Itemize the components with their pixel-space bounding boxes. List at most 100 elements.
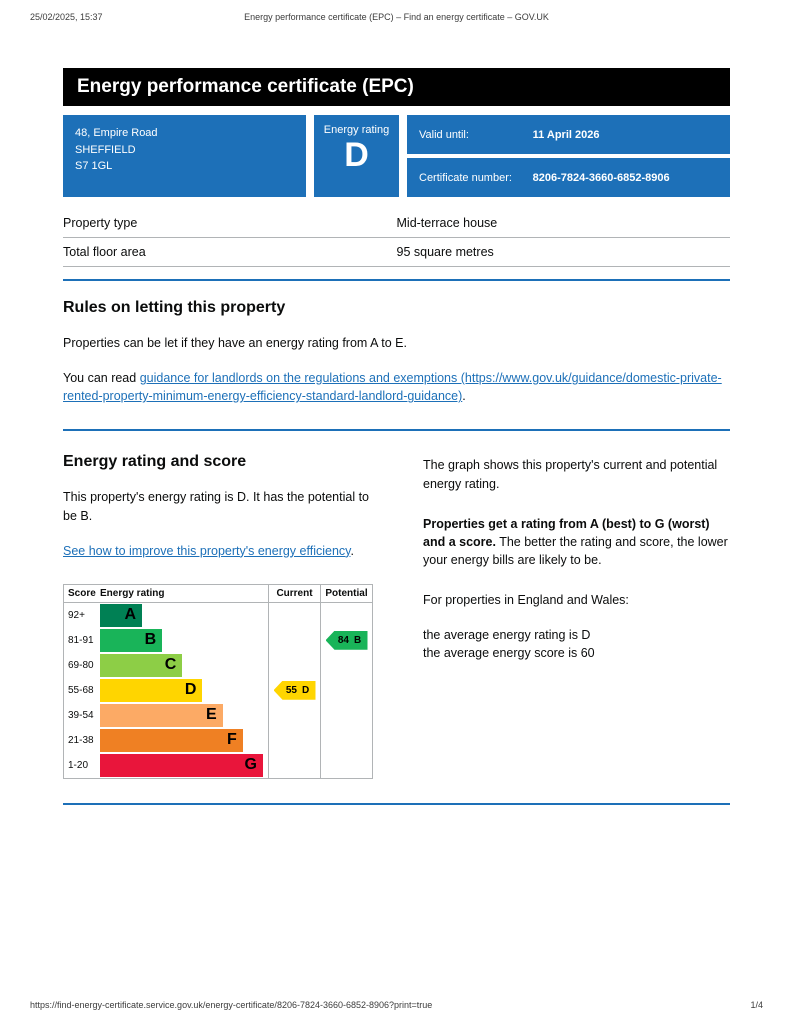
- energy-rating-box: Energy rating D: [314, 115, 399, 197]
- average-score-line: the average energy score is 60: [423, 646, 595, 661]
- certificate-number-box: Certificate number: 8206-7824-3660-6852-…: [407, 158, 730, 197]
- energy-rating-label: Energy rating: [323, 124, 390, 136]
- current-rating-marker: 55 D: [273, 680, 316, 700]
- current-cell: [268, 752, 320, 778]
- current-cell: [268, 627, 320, 653]
- current-cell: [268, 602, 320, 628]
- validity-column: Valid until: 11 April 2026 Certificate n…: [407, 115, 730, 197]
- current-rating-marker-score: 55: [285, 684, 297, 696]
- property-type-value: Mid-terrace house: [396, 209, 730, 238]
- table-row: Total floor area 95 square metres: [63, 237, 730, 267]
- band-bar-cell: G: [100, 753, 268, 778]
- address-line-2: SHEFFIELD: [75, 143, 136, 156]
- address-line-1: 48, Empire Road: [75, 127, 158, 139]
- rating-scale-paragraph: Properties get a rating from A (best) to…: [423, 515, 730, 569]
- band-score-b: 81-91: [68, 634, 94, 646]
- certificate-number-value: 8206-7824-3660-6852-8906: [532, 171, 670, 184]
- rating-scale-rest: The better the rating and score, the low…: [423, 534, 728, 567]
- rating-summary-paragraph: This property's energy rating is D. It h…: [63, 490, 370, 523]
- band-bar-cell: E: [100, 703, 268, 728]
- graph-explainer-paragraph: The graph shows this property's current …: [423, 458, 718, 491]
- guidance-prefix: You can read: [63, 371, 140, 386]
- band-bar-e: E: [100, 703, 223, 727]
- average-values-paragraph: the average energy rating is D the averag…: [423, 626, 730, 662]
- chart-header-current: Current: [268, 584, 320, 603]
- certificate-number-label: Certificate number:: [419, 171, 512, 184]
- band-score-c: 69-80: [68, 659, 94, 671]
- print-datetime: 25/02/2025, 15:37: [30, 12, 103, 22]
- certificate-summary: 48, Empire Road SHEFFIELD S7 1GL Energy …: [63, 115, 730, 197]
- band-bar-cell: B: [100, 628, 268, 653]
- band-bar-b: B: [100, 628, 163, 652]
- band-bar-cell: D: [100, 678, 268, 703]
- epc-rating-chart: Score Energy rating Current Potential 92…: [63, 583, 373, 779]
- address-line-3: S7 1GL: [75, 160, 113, 172]
- band-bar-f: F: [100, 728, 243, 752]
- current-rating-marker-letter: D: [301, 684, 310, 696]
- rating-heading: Energy rating and score: [63, 453, 247, 471]
- property-address: 48, Empire Road SHEFFIELD S7 1GL: [63, 115, 306, 197]
- page-title: Energy performance certificate (EPC): [63, 68, 730, 106]
- print-footer-page-number: 1/4: [750, 1000, 763, 1010]
- rating-scale-bold: Properties get a rating from A (best) to…: [423, 516, 710, 549]
- rules-heading: Rules on letting this property: [63, 299, 286, 316]
- rating-section: Energy rating and score This property's …: [63, 453, 730, 779]
- section-divider: [63, 802, 730, 805]
- landlord-guidance-link[interactable]: guidance for landlords on the regulation…: [63, 371, 722, 404]
- rules-paragraph: Properties can be let if they have an en…: [63, 336, 407, 350]
- property-details-table: Property type Mid-terrace house Total fl…: [63, 209, 730, 267]
- current-cell: [268, 702, 320, 728]
- potential-cell: [320, 752, 372, 778]
- section-divider: [63, 279, 730, 281]
- band-bar-g: G: [100, 753, 263, 777]
- band-bar-cell: F: [100, 728, 268, 753]
- guidance-paragraph: You can read guidance for landlords on t…: [63, 369, 730, 405]
- band-bar-cell: C: [100, 653, 268, 678]
- england-wales-paragraph: For properties in England and Wales:: [423, 593, 629, 607]
- band-bar-d: D: [100, 678, 203, 702]
- potential-rating-marker-score: 84: [337, 634, 349, 646]
- potential-rating-marker-letter: B: [353, 634, 362, 646]
- improve-paragraph: See how to improve this property's energ…: [63, 542, 373, 560]
- chart-header-score: Score: [64, 585, 100, 603]
- band-bar-cell: A: [100, 603, 268, 628]
- current-cell: [268, 727, 320, 753]
- improve-efficiency-link[interactable]: See how to improve this property's energ…: [63, 543, 351, 558]
- valid-until-value: 11 April 2026: [532, 128, 600, 141]
- total-floor-area-value: 95 square metres: [396, 237, 730, 267]
- valid-until-box: Valid until: 11 April 2026: [407, 115, 730, 154]
- current-cell: 55 D: [268, 677, 320, 703]
- chart-header-potential: Potential: [320, 584, 372, 603]
- rating-left-column: Energy rating and score This property's …: [63, 453, 373, 779]
- potential-rating-marker: 84 B: [325, 630, 368, 650]
- total-floor-area-label: Total floor area: [63, 237, 397, 267]
- current-cell: [268, 652, 320, 678]
- improve-suffix: .: [350, 543, 354, 558]
- chart-header-energy-rating: Energy rating: [100, 585, 268, 603]
- print-footer: https://find-energy-certificate.service.…: [30, 1000, 763, 1010]
- section-divider: [63, 429, 730, 432]
- potential-cell: [320, 677, 372, 703]
- band-score-e: 39-54: [68, 709, 94, 721]
- print-header: Energy performance certificate (EPC) – F…: [30, 12, 763, 24]
- band-bar-a: A: [100, 603, 142, 627]
- valid-until-label: Valid until:: [419, 128, 469, 141]
- potential-cell: 84 B: [320, 627, 372, 653]
- potential-cell: [320, 602, 372, 628]
- print-footer-url: https://find-energy-certificate.service.…: [30, 1000, 433, 1010]
- property-type-label: Property type: [63, 209, 397, 238]
- band-score-d: 55-68: [68, 684, 94, 696]
- potential-cell: [320, 702, 372, 728]
- potential-cell: [320, 652, 372, 678]
- band-bar-c: C: [100, 653, 183, 677]
- band-score-f: 21-38: [68, 734, 94, 746]
- epc-chart-grid: Score Energy rating Current Potential 92…: [64, 584, 372, 778]
- potential-cell: [320, 727, 372, 753]
- energy-rating-value: D: [344, 136, 369, 174]
- print-page-title: Energy performance certificate (EPC) – F…: [244, 12, 549, 22]
- band-score-a: 92+: [68, 609, 85, 621]
- band-score-g: 1-20: [68, 759, 89, 771]
- average-rating-line: the average energy rating is D: [423, 628, 591, 643]
- guidance-suffix: .: [462, 389, 466, 404]
- rating-right-column: The graph shows this property's current …: [423, 453, 730, 778]
